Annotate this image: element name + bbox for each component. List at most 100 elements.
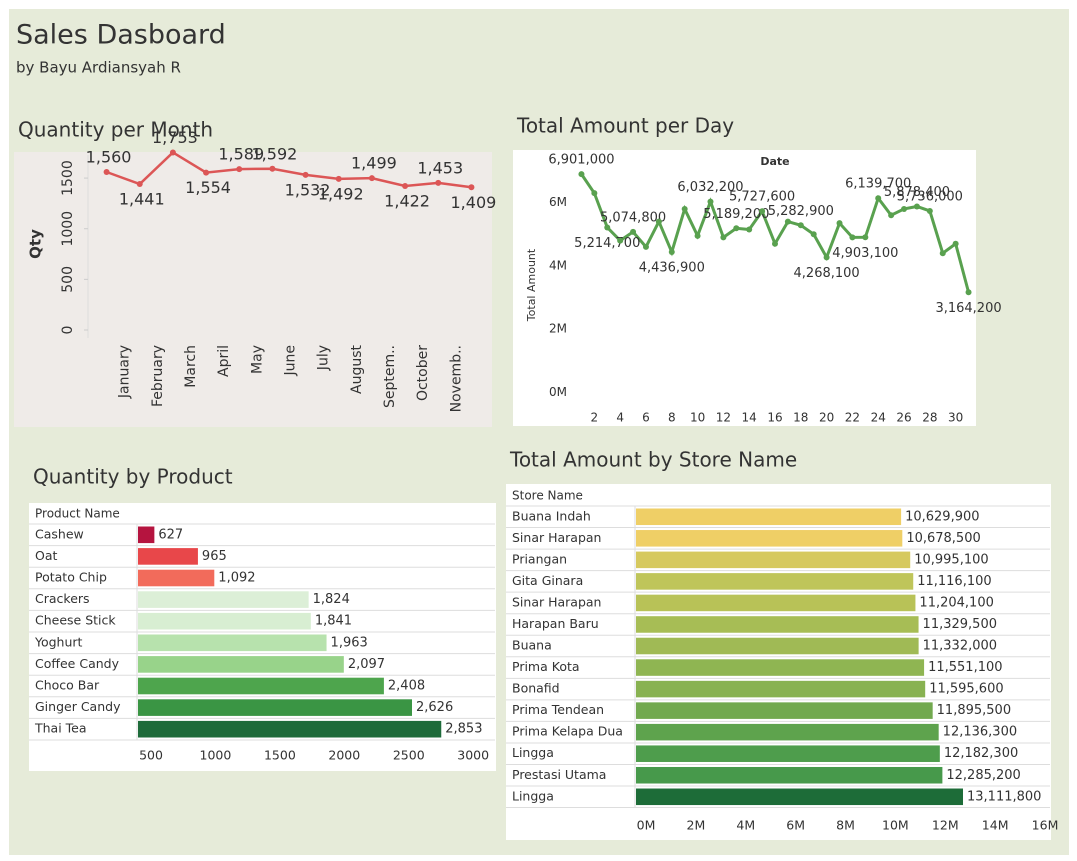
data-label: 12,182,300: [944, 746, 1018, 761]
point: [772, 240, 778, 247]
data-label: 11,329,500: [923, 617, 997, 632]
point: [169, 149, 176, 156]
data-label: 1,422: [384, 191, 430, 210]
bar: [138, 612, 311, 630]
data-label: 10,678,500: [906, 531, 980, 546]
data-label: 11,116,100: [917, 574, 991, 589]
point: [103, 169, 110, 176]
point: [849, 234, 856, 241]
data-label: 2,408: [388, 679, 425, 694]
x-tick-label: April: [216, 345, 232, 377]
data-label: 1,453: [417, 158, 463, 177]
data-label: 5,736,000: [897, 189, 963, 204]
category-label: Ginger Candy: [35, 699, 121, 714]
x-tick-label: 2: [591, 411, 599, 425]
point: [655, 218, 662, 225]
data-label: 2,853: [445, 722, 482, 737]
point: [681, 205, 688, 212]
x-tick-label: 500: [139, 748, 163, 763]
data-label: 5,282,900: [768, 204, 834, 219]
data-label: 12,285,200: [946, 768, 1020, 783]
x-tick-label: Septem..: [382, 345, 398, 408]
data-label: 1,441: [119, 190, 165, 209]
x-tick-label: October: [415, 345, 431, 401]
data-label: 1,824: [313, 592, 350, 607]
category-label: Potato Chip: [35, 570, 107, 585]
y-tick-label: 0M: [549, 385, 567, 399]
column-header: Store Name: [512, 489, 583, 503]
category-label: Prima Tendean: [512, 702, 604, 717]
category-label: Gita Ginara: [512, 573, 583, 588]
data-label: 1,592: [252, 144, 298, 163]
point: [913, 203, 920, 210]
x-tick-label: 6: [642, 411, 650, 425]
point: [578, 171, 585, 178]
point: [965, 289, 972, 296]
chart-title: Total Amount per Day: [516, 114, 734, 138]
point: [630, 228, 637, 235]
point: [468, 184, 475, 191]
category-label: Thai Tea: [34, 721, 87, 736]
x-tick-label: 16M: [1032, 818, 1059, 833]
data-label: 11,895,500: [937, 703, 1011, 718]
data-label: 1,753: [152, 128, 198, 147]
data-label: 13,111,800: [967, 789, 1041, 804]
x-tick-label: 2M: [687, 818, 706, 833]
data-label: 1,499: [351, 154, 397, 173]
data-label: 11,551,100: [928, 660, 1002, 675]
bar: [138, 699, 413, 716]
category-label: Harapan Baru: [512, 616, 599, 631]
category-label: Lingga: [512, 788, 554, 803]
point: [302, 171, 309, 178]
point: [888, 212, 895, 219]
x-tick-label: 12: [716, 411, 731, 425]
x-tick-label: 8M: [836, 818, 855, 833]
bar: [138, 656, 344, 673]
bar: [636, 788, 964, 806]
chart-title: Quantity per Month: [18, 118, 213, 142]
data-label: 11,204,100: [919, 595, 993, 610]
dashboard-subtitle: by Bayu Ardiansyah R: [16, 59, 181, 77]
bar: [138, 569, 215, 587]
bar: [636, 723, 939, 741]
x-tick-label: 12M: [932, 818, 959, 833]
point: [136, 181, 143, 188]
point: [733, 225, 740, 232]
x-tick-label: 8: [668, 411, 676, 425]
point: [746, 226, 753, 233]
data-label: 10,629,900: [905, 509, 979, 524]
x-tick-label: 18: [793, 411, 808, 425]
data-label: 1,532: [285, 180, 331, 199]
x-tick-label: 0M: [637, 818, 656, 833]
point: [875, 195, 882, 202]
data-label: 1,554: [185, 178, 231, 197]
point: [269, 165, 276, 172]
point: [720, 234, 727, 241]
data-label: 6,139,700: [845, 177, 911, 192]
bar: [138, 548, 198, 565]
x-tick-label: August: [349, 344, 365, 394]
data-label: 5,189,200: [703, 207, 769, 222]
x-tick-label: July: [316, 345, 332, 371]
y-tick-label: 1000: [60, 211, 76, 247]
data-label: 5,878,400: [884, 185, 950, 200]
point: [203, 169, 210, 176]
chart-title: Total Amount by Store Name: [509, 448, 797, 472]
category-label: Yoghurt: [34, 634, 83, 649]
x-tick-label: 16: [767, 411, 782, 425]
x-tick-label: 20: [819, 411, 834, 425]
category-label: Cheese Stick: [35, 613, 116, 628]
bar: [636, 766, 943, 784]
x-tick-label: 10M: [882, 818, 909, 833]
data-label: 5,074,800: [600, 210, 666, 225]
x-tick-label: 14M: [982, 818, 1009, 833]
data-label: 965: [202, 549, 227, 564]
category-label: Priangan: [512, 551, 567, 566]
data-label: 11,332,000: [923, 639, 997, 654]
category-label: Crackers: [35, 591, 90, 606]
data-label: 4,268,100: [794, 266, 860, 281]
y-axis-title: Total Amount: [525, 248, 538, 322]
line: [106, 150, 472, 189]
data-label: 6,032,200: [677, 180, 743, 195]
